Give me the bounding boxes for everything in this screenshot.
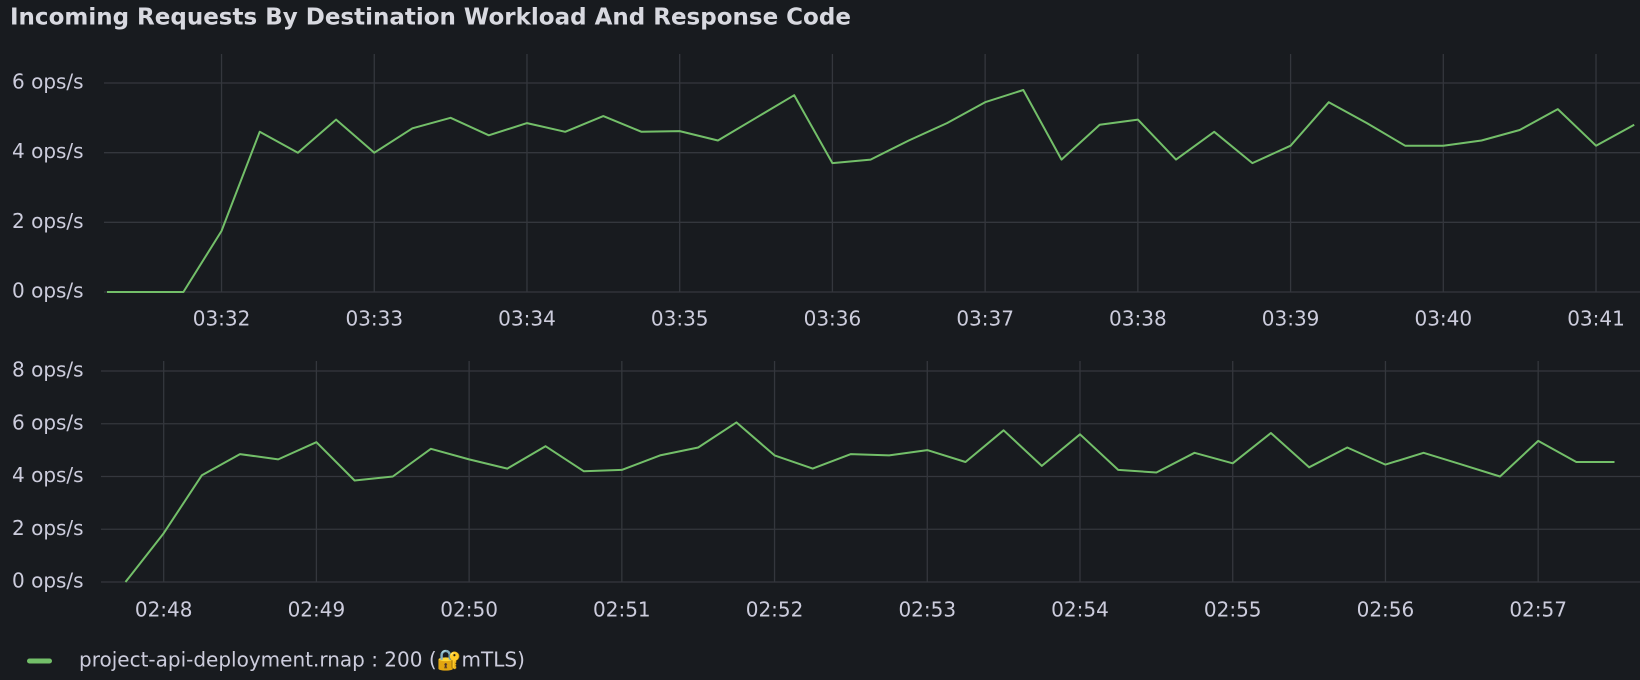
x-tick-label: 03:40 bbox=[1414, 307, 1472, 331]
y-tick-label: 6 ops/s bbox=[12, 70, 84, 94]
y-tick-label: 4 ops/s bbox=[12, 463, 84, 487]
legend: project-api-deployment.rnap : 200 (🔐mTLS… bbox=[27, 648, 525, 672]
chart: 0 ops/s 2 ops/s 4 ops/s 6 ops/s 03:32 03:33 03… bbox=[12, 54, 1640, 331]
y-tick-label: 6 ops/s bbox=[12, 410, 84, 434]
series-line bbox=[124, 421, 1615, 583]
x-tick-label: 02:55 bbox=[1204, 598, 1262, 622]
x-tick-label: 03:39 bbox=[1262, 307, 1320, 331]
x-tick-label: 02:57 bbox=[1509, 598, 1567, 622]
panel-title: Incoming Requests By Destination Workloa… bbox=[10, 5, 851, 31]
x-tick-label: 03:41 bbox=[1567, 307, 1625, 331]
y-tick-label: 2 ops/s bbox=[12, 516, 84, 540]
legend-swatch bbox=[27, 658, 52, 664]
x-tick-label: 02:53 bbox=[898, 598, 956, 622]
x-tick-label: 03:34 bbox=[498, 307, 556, 331]
x-tick-label: 02:50 bbox=[440, 598, 498, 622]
chart: 0 ops/s 2 ops/s 4 ops/s 6 ops/s 8 ops/s 02:48… bbox=[12, 358, 1640, 622]
x-tick-label: 02:51 bbox=[593, 598, 651, 622]
x-tick-label: 02:48 bbox=[135, 598, 193, 622]
legend-label: project-api-deployment.rnap : 200 (🔐mTLS… bbox=[79, 648, 525, 672]
x-tick-label: 02:54 bbox=[1051, 598, 1109, 622]
series-line bbox=[107, 89, 1635, 293]
x-tick-label: 03:32 bbox=[193, 307, 251, 331]
x-tick-label: 02:56 bbox=[1357, 598, 1415, 622]
x-tick-label: 03:36 bbox=[804, 307, 862, 331]
y-tick-label: 0 ops/s bbox=[12, 569, 84, 593]
x-tick-label: 03:33 bbox=[345, 307, 403, 331]
y-tick-label: 4 ops/s bbox=[12, 139, 84, 163]
y-tick-label: 2 ops/s bbox=[12, 209, 84, 233]
y-tick-label: 0 ops/s bbox=[12, 279, 84, 303]
x-tick-label: 03:38 bbox=[1109, 307, 1167, 331]
x-tick-label: 02:52 bbox=[746, 598, 804, 622]
x-tick-label: 03:37 bbox=[956, 307, 1014, 331]
x-tick-label: 03:35 bbox=[651, 307, 709, 331]
y-tick-label: 8 ops/s bbox=[12, 358, 84, 382]
x-tick-label: 02:49 bbox=[288, 598, 346, 622]
